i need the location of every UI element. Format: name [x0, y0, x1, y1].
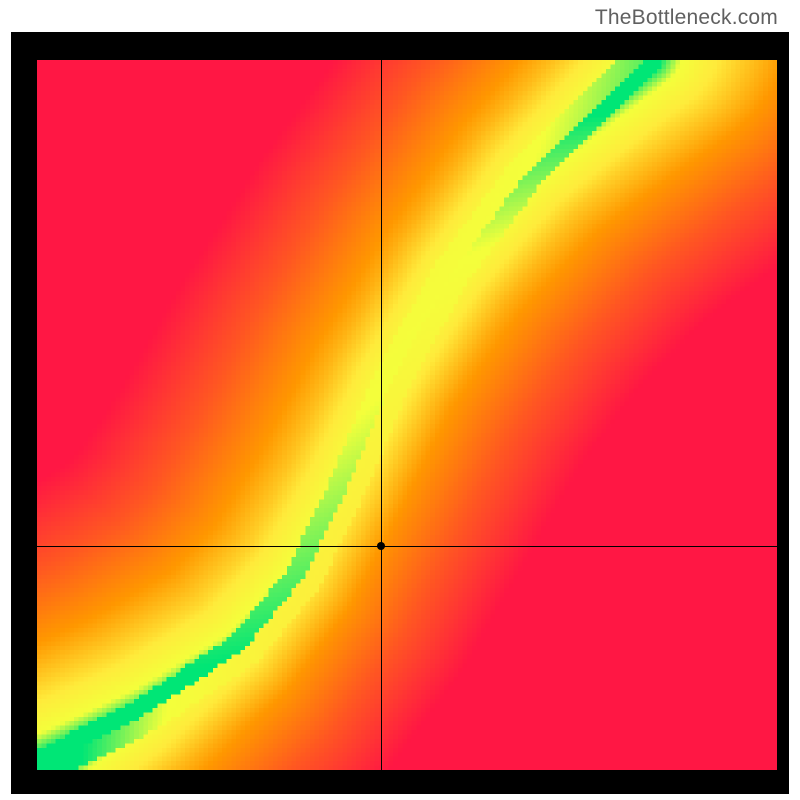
crosshair-vertical: [381, 60, 382, 770]
crosshair-horizontal: [37, 546, 777, 547]
plot-frame: [11, 32, 789, 794]
watermark-text: TheBottleneck.com: [595, 6, 778, 30]
selected-point: [377, 542, 385, 550]
bottleneck-heatmap: [37, 60, 777, 770]
